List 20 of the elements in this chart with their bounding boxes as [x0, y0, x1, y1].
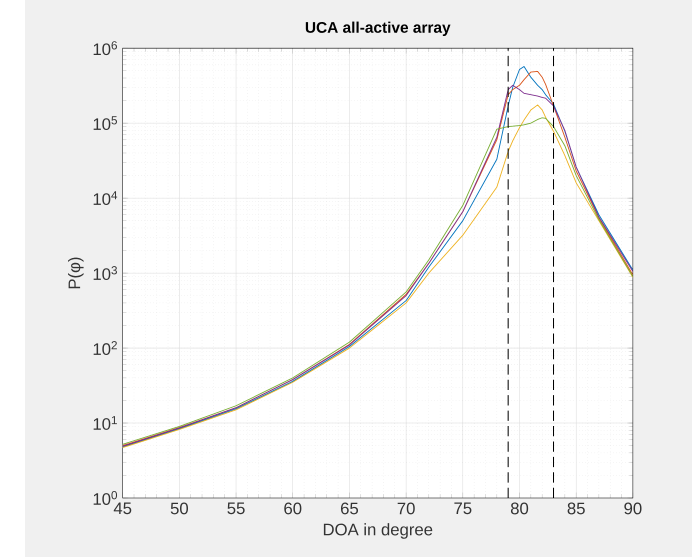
- x-tick-label: 55: [227, 502, 245, 514]
- y-tick-label: 10$^{2}$: [94, 341, 117, 355]
- y-tick-label: 10$^{4}$: [94, 191, 118, 205]
- x-tick-label: 50: [170, 502, 188, 514]
- y-tick-label: 10$^{5}$: [94, 116, 117, 130]
- x-tick-label: 75: [454, 502, 472, 514]
- x-axis-title: DOA in degree: [324, 523, 432, 539]
- x-tick-label: 45: [114, 502, 132, 514]
- x-tick-label: 85: [568, 502, 585, 514]
- y-tick-label: 10$^{1}$: [94, 416, 117, 430]
- x-tick-label: 80: [510, 502, 528, 514]
- chart-title: UCA all-active array: [306, 22, 451, 36]
- x-tick-label: 90: [624, 502, 642, 514]
- x-tick-label: 70: [398, 502, 415, 514]
- y-tick-label: 10$^{3}$: [94, 266, 117, 280]
- y-tick-label: 10$^{6}$: [94, 41, 117, 56]
- y-tick-label: 10$^{0}$: [94, 490, 118, 505]
- x-tick-label: 65: [340, 502, 358, 514]
- x-tick-label: 60: [284, 502, 302, 514]
- y-axis-title: P(φ): [68, 258, 84, 288]
